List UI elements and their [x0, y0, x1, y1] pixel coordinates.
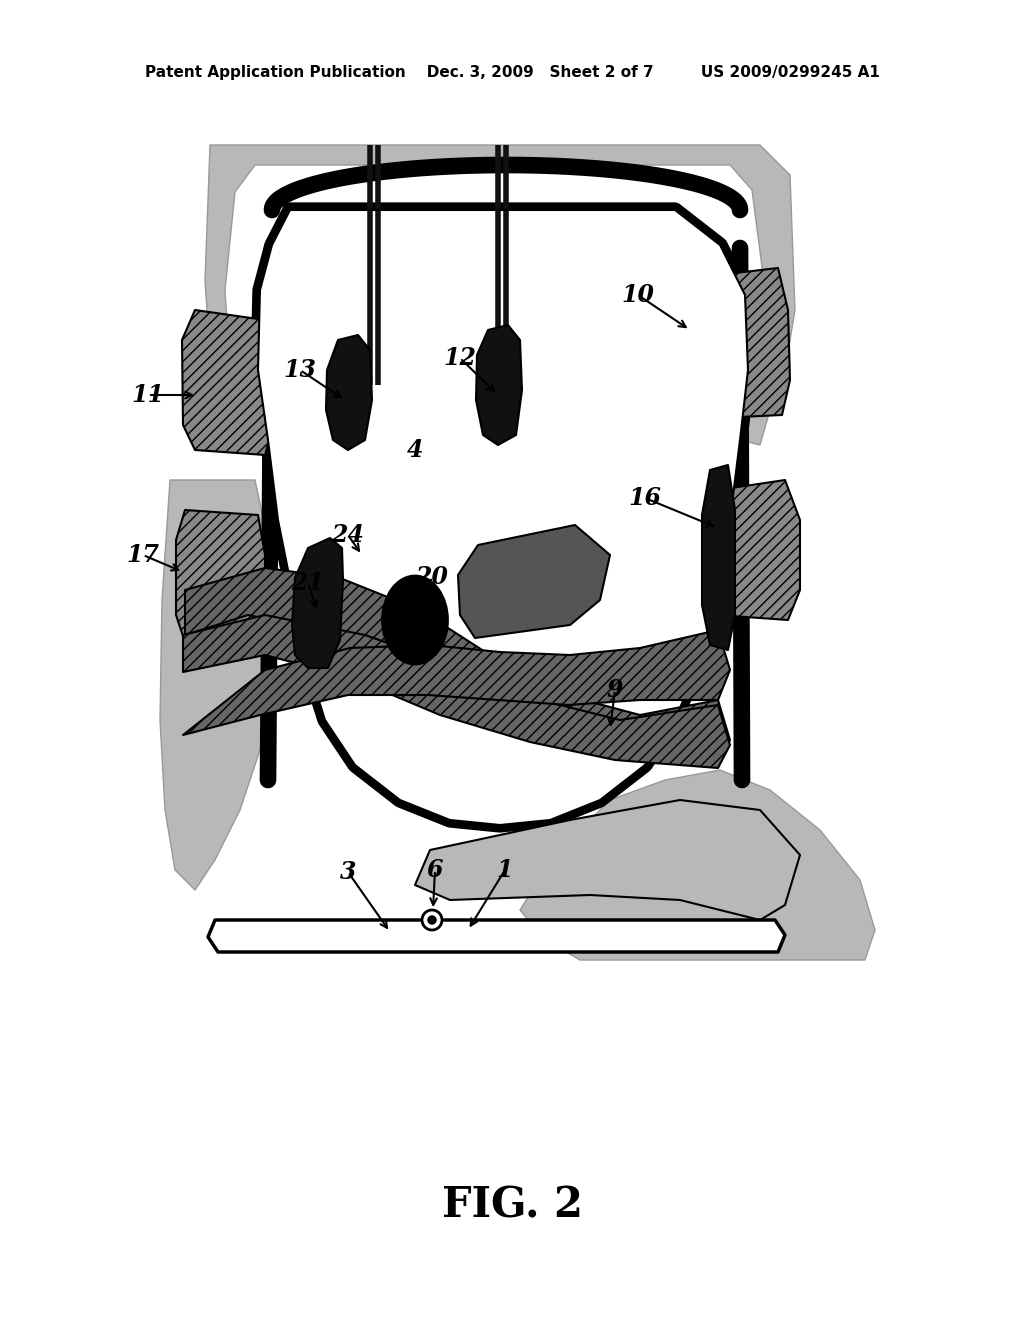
Text: 11: 11 [131, 383, 165, 407]
Polygon shape [710, 268, 790, 418]
Polygon shape [160, 480, 270, 890]
Text: Patent Application Publication    Dec. 3, 2009   Sheet 2 of 7         US 2009/02: Patent Application Publication Dec. 3, 2… [144, 65, 880, 79]
Polygon shape [458, 525, 610, 638]
Ellipse shape [422, 909, 442, 931]
Polygon shape [182, 310, 272, 455]
Text: 21: 21 [292, 572, 325, 595]
Polygon shape [326, 335, 372, 450]
Text: FIG. 2: FIG. 2 [441, 1184, 583, 1226]
Text: 13: 13 [284, 358, 316, 381]
Text: 24: 24 [332, 523, 365, 546]
Polygon shape [185, 568, 730, 760]
Polygon shape [702, 465, 735, 649]
Polygon shape [183, 630, 730, 735]
Text: 20: 20 [416, 565, 449, 589]
Ellipse shape [383, 576, 447, 664]
Polygon shape [710, 480, 800, 620]
Text: 9: 9 [607, 678, 624, 702]
Text: 17: 17 [127, 543, 160, 568]
Polygon shape [292, 539, 343, 668]
Polygon shape [258, 210, 748, 825]
Polygon shape [520, 770, 874, 960]
Polygon shape [415, 800, 800, 920]
Text: 1: 1 [497, 858, 513, 882]
Polygon shape [183, 615, 730, 768]
Text: 12: 12 [443, 346, 476, 370]
Polygon shape [176, 510, 265, 649]
Polygon shape [205, 145, 795, 445]
Text: 4: 4 [407, 438, 423, 462]
Text: 10: 10 [622, 282, 654, 308]
Text: 6: 6 [427, 858, 443, 882]
Polygon shape [258, 210, 748, 825]
Polygon shape [258, 210, 748, 825]
Text: 16: 16 [629, 486, 662, 510]
Ellipse shape [428, 916, 436, 924]
Text: 3: 3 [340, 861, 356, 884]
Polygon shape [476, 325, 522, 445]
Polygon shape [208, 920, 785, 952]
